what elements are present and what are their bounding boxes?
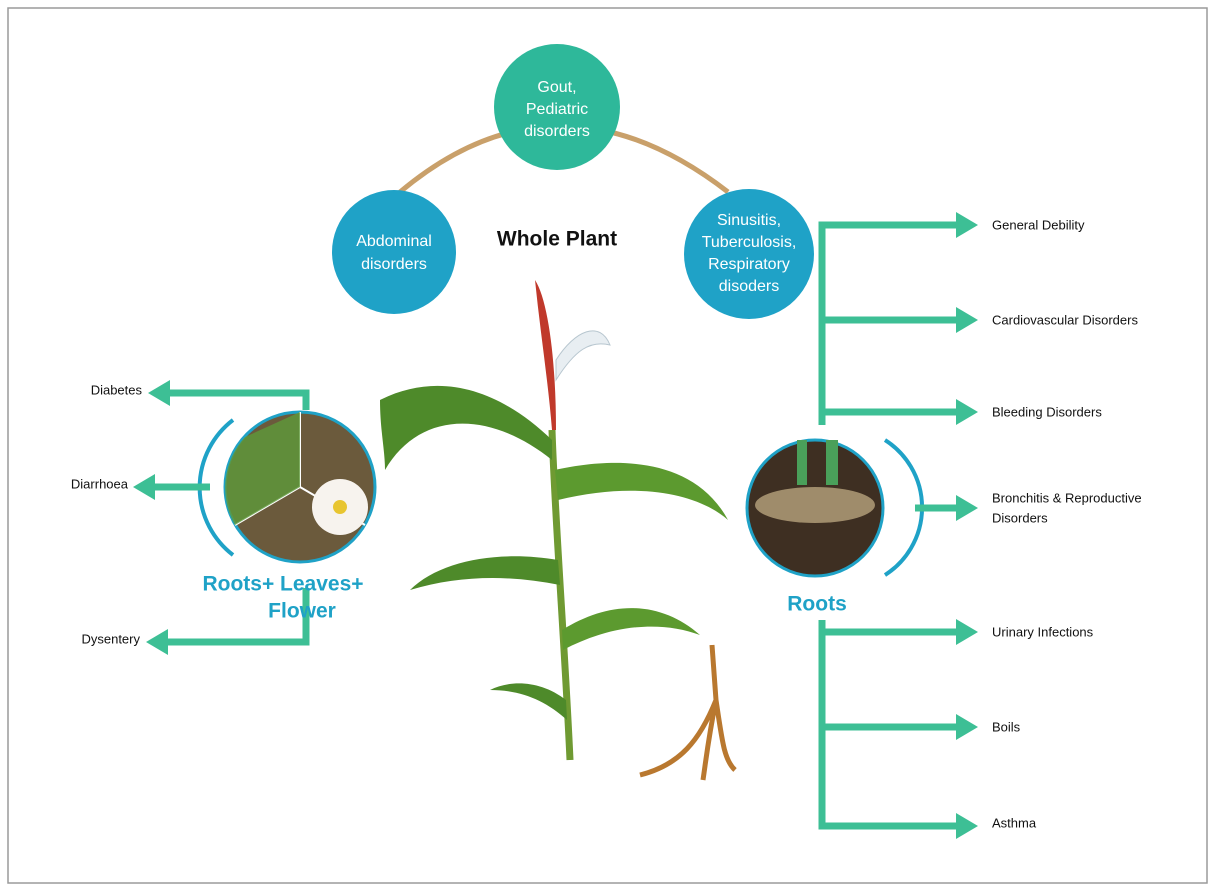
use-text: Tuberculosis,	[702, 234, 797, 251]
use-label: Bleeding Disorders	[992, 404, 1102, 419]
use-text: Gout,	[537, 79, 576, 96]
use-text: Abdominal	[356, 233, 432, 250]
use-text: disoders	[719, 278, 779, 295]
title: Whole Plant	[497, 228, 617, 251]
use-text: Respiratory	[708, 256, 790, 273]
group-label: Flower	[268, 600, 336, 623]
use-label: Dysentery	[81, 631, 140, 646]
group-label: Roots+ Leaves+	[202, 573, 363, 596]
use-label: Diabetes	[91, 382, 143, 397]
use-label: Boils	[992, 719, 1021, 734]
use-label: Disorders	[992, 510, 1048, 525]
use-circle	[684, 189, 814, 319]
use-label: Cardiovascular Disorders	[992, 312, 1138, 327]
flower-centre	[333, 500, 347, 514]
use-text: disorders	[361, 256, 427, 273]
use-label: General Debility	[992, 217, 1085, 232]
use-label: Urinary Infections	[992, 624, 1094, 639]
stem-photo	[826, 440, 838, 485]
roots-photo	[755, 487, 875, 523]
use-text: Sinusitis,	[717, 212, 781, 229]
group-label: Roots	[787, 593, 847, 616]
use-label: Bronchitis & Reproductive	[992, 490, 1142, 505]
use-text: Pediatric	[526, 101, 588, 118]
use-label: Asthma	[992, 815, 1037, 830]
use-text: disorders	[524, 123, 590, 140]
stem-photo	[797, 440, 807, 485]
use-label: Diarrhoea	[71, 476, 129, 491]
diagram: Abdominal disorders Gout, Pediatric diso…	[0, 0, 1215, 891]
use-circle	[332, 190, 456, 314]
